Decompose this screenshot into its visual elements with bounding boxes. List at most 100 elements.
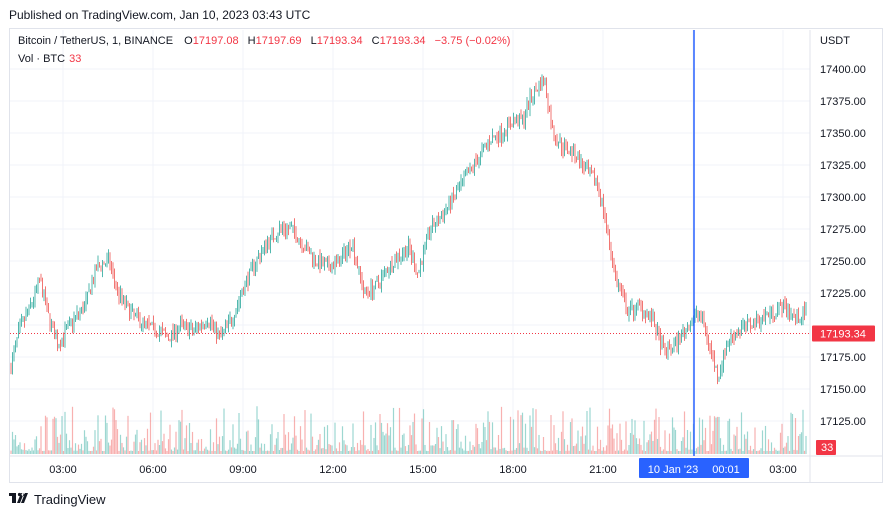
volume-bar [719,438,722,454]
volume-bar [509,416,512,454]
volume-bar [85,436,87,454]
volume-bar [142,450,144,454]
volume-bar [776,450,779,454]
volume-bar [338,442,341,454]
volume-bar [458,447,461,454]
volume-bar [25,450,27,454]
chart-frame[interactable] [9,28,883,483]
volume-bar [790,412,792,454]
volume-bar [737,449,740,454]
volume-bar [209,429,212,454]
tradingview-brand[interactable]: TradingView [9,492,106,507]
volume-bar [206,449,209,454]
volume-bar [628,444,630,454]
volume-bar [439,448,441,454]
volume-bar [163,433,165,454]
volume-bar [23,443,26,454]
volume-bar [745,438,747,454]
volume-bar [334,422,336,454]
volume-bar [629,433,632,454]
volume-label[interactable]: Vol · BTC [18,53,66,65]
volume-bar [14,435,17,454]
volume-bar [424,444,426,454]
volume-bar [367,449,369,454]
volume-bar [566,444,569,454]
volume-bar [344,444,347,454]
y-tick-label: 17325.00 [820,160,866,172]
volume-bar [239,438,242,454]
volume-bar [203,448,206,454]
volume-bar [71,406,74,454]
volume-bar [283,414,285,454]
volume-bar [643,420,645,454]
volume-legend: Vol · BTC 33 [18,53,81,65]
volume-bar [226,450,228,454]
volume-bar [74,443,77,454]
volume-bar [56,436,59,454]
symbol-label[interactable]: Bitcoin / TetherUS, 1, BINANCE [18,35,174,47]
volume-bar [632,434,635,454]
volume-bar [289,449,291,454]
y-tick-label: 17300.00 [820,192,866,204]
volume-bar [157,439,159,454]
volume-bar [253,450,255,454]
volume-bar [82,450,84,454]
volume-bar [728,418,731,454]
volume-bar [373,437,375,454]
volume-bar [703,440,705,454]
volume-bar [694,450,696,454]
volume-bar [349,450,351,454]
volume-bar [634,420,636,454]
volume-bar [217,444,219,454]
volume-bar [29,450,32,454]
volume-bar [697,446,699,454]
volume-bar [796,450,798,454]
volume-bar [331,445,333,454]
volume-bar [28,449,30,454]
volume-bar [805,435,807,454]
volume-bar [626,450,629,454]
volume-bar [319,434,321,454]
volume-bar [749,445,752,454]
volume-bar [218,436,221,454]
volume-bar [595,450,597,454]
volume-bar [401,434,404,454]
volume-bar [491,422,494,454]
volume-bar [455,429,458,454]
volume-bar [788,450,791,454]
volume-bar [712,430,714,454]
volume-bar [358,450,360,454]
volume-bar [653,419,656,454]
volume-bar [484,427,486,454]
volume-bar [361,444,363,454]
volume-bar [427,450,429,454]
volume-bar [359,440,362,454]
volume-bar [182,449,185,454]
volume-bar [412,421,414,454]
volume-bar [184,438,186,454]
volume-bar [88,450,90,454]
volume-bar [128,450,131,454]
volume-bar [389,427,392,454]
volume-bar [325,449,327,454]
y-tick-label: 17125.00 [820,416,866,428]
volume-bar [53,416,56,454]
volume-bar [410,435,413,454]
volume-bar [277,431,279,454]
volume-bar [268,450,270,454]
volume-bar [317,439,320,454]
low-label: L [310,35,317,47]
volume-bar [19,442,21,454]
volume-bar [296,449,299,454]
volume-bar [445,434,447,454]
volume-bar [464,435,467,454]
volume-bar [709,415,711,454]
volume-bar [556,450,558,454]
volume-bar [671,417,674,454]
volume-bar [569,422,572,454]
volume-bar [398,407,401,454]
volume-bar [551,450,554,454]
volume-bar [61,416,63,454]
volume-bar [326,425,329,454]
